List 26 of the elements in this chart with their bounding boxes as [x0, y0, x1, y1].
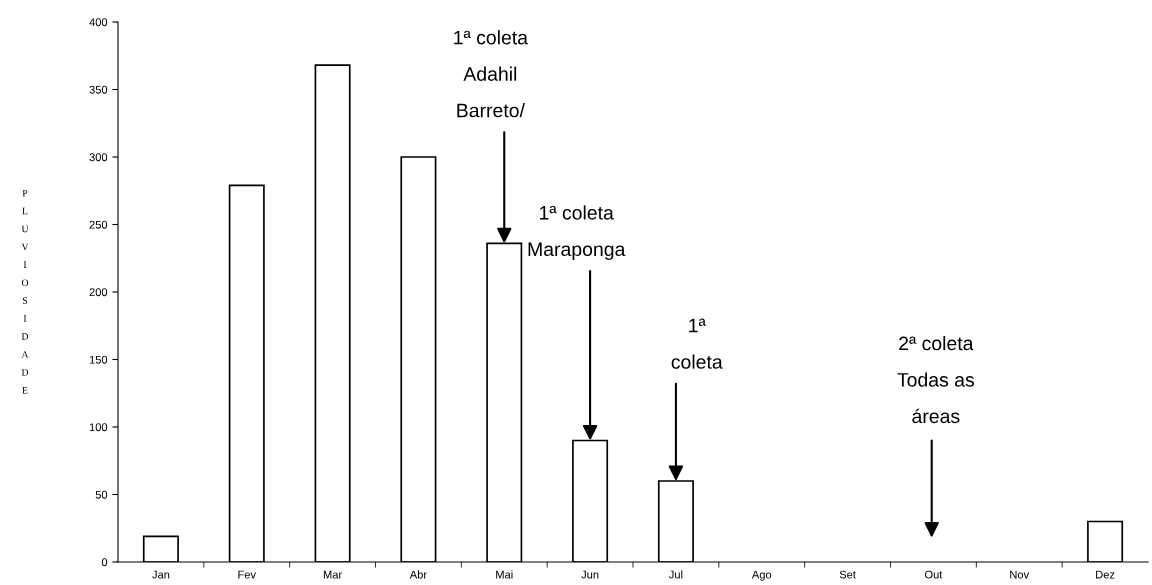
annotation: 1ª coleta Maraponga	[528, 205, 626, 260]
y-tick-label: 200	[89, 288, 108, 297]
y-tick-label: 350	[89, 85, 108, 94]
x-tick-label: Mai	[496, 570, 513, 579]
text: PLUVIOSIDADE	[21, 189, 29, 394]
x-tick-label: Mar	[323, 570, 342, 579]
annotation: 1ª coleta Adahil Barreto/	[454, 30, 529, 118]
x-tick-label: Nov	[1010, 570, 1030, 579]
y-tick-label: 300	[89, 153, 108, 162]
y-tick-label: 150	[89, 355, 108, 364]
x-tick-label: Jul	[668, 570, 683, 579]
annotation: 2ª coleta Todas as áreas	[897, 335, 975, 424]
x-tick-label: Ago	[751, 570, 772, 581]
x-tick-label: Abr	[409, 570, 427, 579]
y-tick-label: 50	[95, 490, 108, 499]
x-tick-label: Dez	[1096, 570, 1115, 579]
x-tick-label: Jan	[152, 570, 170, 579]
y-tick-label: 400	[89, 18, 108, 27]
annotation: 1ª coleta	[671, 318, 723, 369]
x-tick-label: Fev	[238, 570, 256, 579]
y-tick-label: 0	[101, 558, 108, 567]
x-tick-label: Out	[924, 570, 943, 579]
x-tick-label: Jun	[581, 570, 599, 579]
x-tick-label: Set	[839, 570, 856, 579]
y-tick-label: 250	[89, 220, 108, 229]
y-tick-label: 100	[89, 423, 108, 432]
